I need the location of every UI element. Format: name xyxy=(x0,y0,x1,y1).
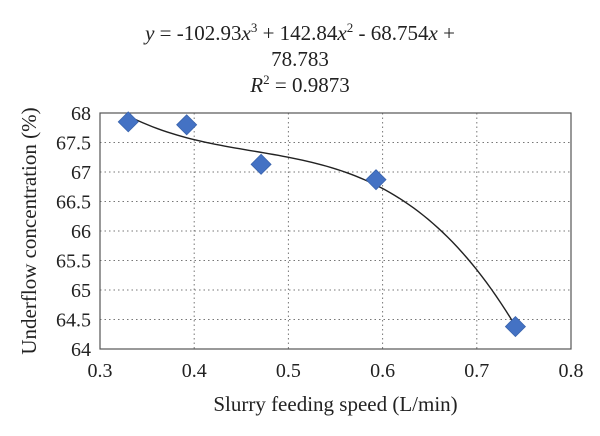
equation-exp2: 2 xyxy=(346,20,354,35)
y-tick-label: 65 xyxy=(71,280,91,302)
y-tick-label: 66 xyxy=(71,221,91,243)
equation-x2: x xyxy=(337,21,347,45)
r-squared-r: R xyxy=(250,73,264,97)
equation-coef-quad: + 142.84 xyxy=(257,21,338,45)
x-tick-labels: 0.3 0.4 0.5 0.6 0.7 0.8 xyxy=(88,360,584,382)
y-tick-label: 67 xyxy=(71,162,91,184)
trendline-equation: y = -102.93x3 + 142.84x2 - 68.754x + xyxy=(0,20,600,46)
plot-frame xyxy=(99,112,572,350)
y-tick-label: 64 xyxy=(71,339,91,361)
data-point xyxy=(365,169,387,191)
x-tick-label: 0.5 xyxy=(276,360,301,382)
grid xyxy=(100,113,571,349)
data-points xyxy=(117,111,526,338)
r-squared: R2 = 0.9873 xyxy=(0,72,600,98)
x-tick-label: 0.8 xyxy=(559,360,584,382)
x-tick-label: 0.7 xyxy=(464,360,489,382)
r-squared-exp: 2 xyxy=(263,72,270,87)
equation-coef-cubic: = -102.93 xyxy=(154,21,242,45)
y-axis-label: Underflow concentration (%) xyxy=(17,107,41,354)
x-tick-label: 0.6 xyxy=(370,360,395,382)
data-point xyxy=(176,114,198,136)
data-point xyxy=(117,111,139,133)
x-axis-label: Slurry feeding speed (L/min) xyxy=(213,392,457,416)
y-tick-labels: 64 64.5 65 65.5 66 66.5 67 67.5 68 xyxy=(56,103,91,361)
equation-y: y xyxy=(145,21,155,45)
y-tick-label: 64.5 xyxy=(56,310,91,332)
equation-coef-lin: - 68.754 xyxy=(353,21,429,45)
equation-x1: x xyxy=(428,21,438,45)
equation-exp3: 3 xyxy=(250,20,258,35)
y-tick-label: 65.5 xyxy=(56,251,91,273)
equation-x3: x xyxy=(241,21,251,45)
y-tick-label: 68 xyxy=(71,103,91,125)
y-tick-label: 66.5 xyxy=(56,192,91,214)
equation-constant: 78.783 xyxy=(271,47,329,71)
y-tick-label: 67.5 xyxy=(56,133,91,155)
equation-plus: + xyxy=(437,21,455,45)
x-tick-label: 0.3 xyxy=(88,360,113,382)
r-squared-value: = 0.9873 xyxy=(269,73,350,97)
data-point xyxy=(250,153,272,175)
trendline xyxy=(127,115,517,327)
data-point xyxy=(504,316,526,338)
x-tick-label: 0.4 xyxy=(182,360,207,382)
